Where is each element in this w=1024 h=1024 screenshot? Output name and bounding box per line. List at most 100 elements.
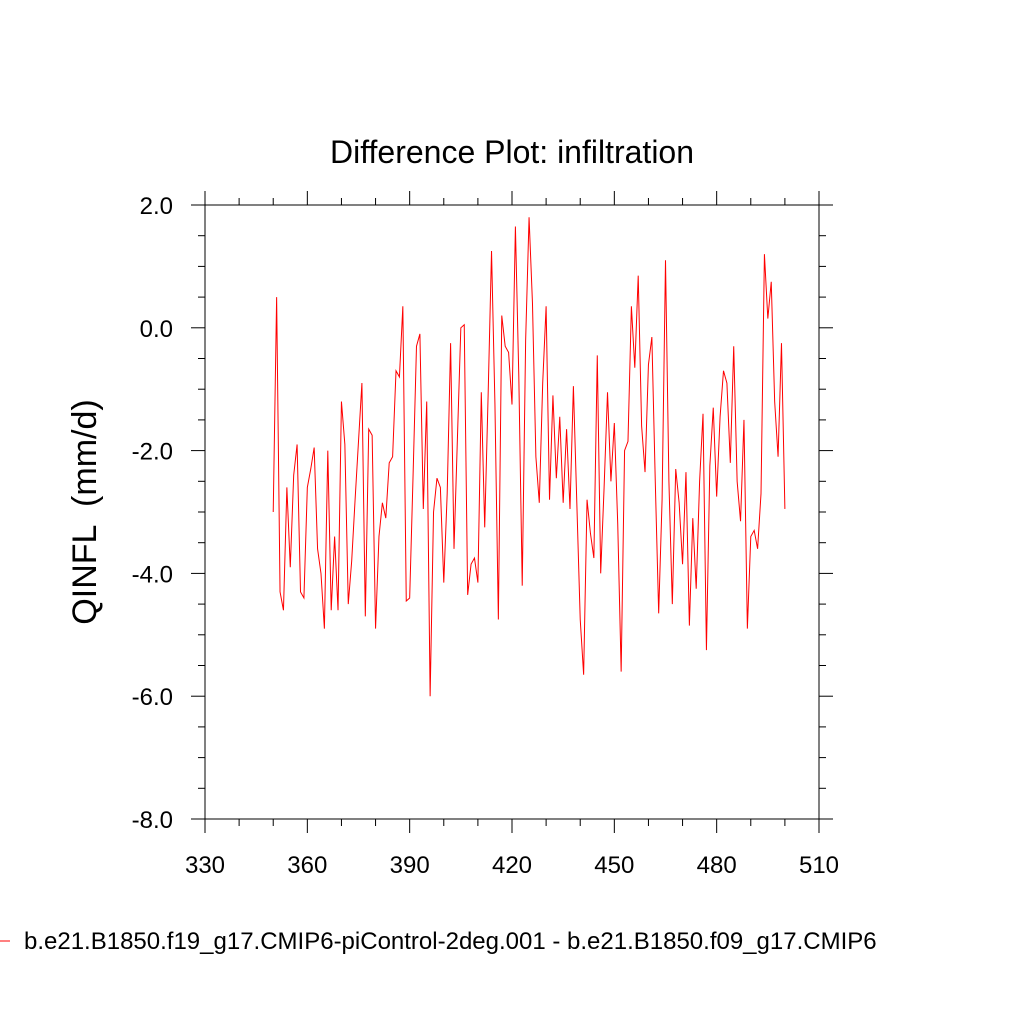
data-point-389 bbox=[406, 601, 407, 602]
data-point-474 bbox=[696, 588, 697, 589]
data-point-469 bbox=[679, 502, 680, 503]
data-point-385 bbox=[392, 456, 393, 457]
data-point-397 bbox=[433, 512, 434, 513]
data-point-471 bbox=[686, 472, 687, 473]
x-tick-label-510: 510 bbox=[799, 852, 839, 879]
y-tick-label-3: -2.0 bbox=[132, 439, 173, 466]
data-point-407 bbox=[467, 594, 468, 595]
y-tick-label-5: 2.0 bbox=[140, 193, 173, 220]
data-point-432 bbox=[553, 395, 554, 396]
data-point-390 bbox=[409, 598, 410, 599]
data-point-454 bbox=[628, 441, 629, 442]
data-point-433 bbox=[556, 478, 557, 479]
data-point-360 bbox=[307, 487, 308, 488]
data-point-368 bbox=[334, 536, 335, 537]
data-series bbox=[272, 217, 786, 697]
data-point-396 bbox=[430, 696, 431, 697]
data-point-499 bbox=[781, 343, 782, 344]
data-point-355 bbox=[290, 567, 291, 568]
data-point-442 bbox=[587, 499, 588, 500]
data-point-350 bbox=[273, 512, 274, 513]
data-point-449 bbox=[611, 481, 612, 482]
data-point-472 bbox=[689, 625, 690, 626]
x-tick-label-390: 390 bbox=[390, 852, 430, 879]
axis-ticks bbox=[191, 191, 833, 833]
data-point-352 bbox=[280, 591, 281, 592]
data-point-427 bbox=[535, 456, 536, 457]
data-point-452 bbox=[621, 671, 622, 672]
data-point-468 bbox=[675, 469, 676, 470]
data-point-371 bbox=[344, 444, 345, 445]
data-point-387 bbox=[399, 377, 400, 378]
data-point-417 bbox=[501, 315, 502, 316]
series-line-0 bbox=[272, 217, 786, 697]
data-point-381 bbox=[379, 536, 380, 537]
x-tick-label-420: 420 bbox=[492, 852, 532, 879]
data-point-488 bbox=[744, 420, 745, 421]
data-point-382 bbox=[382, 502, 383, 503]
data-point-478 bbox=[709, 466, 710, 467]
data-point-464 bbox=[662, 499, 663, 500]
data-point-363 bbox=[317, 548, 318, 549]
data-point-443 bbox=[590, 533, 591, 534]
data-point-375 bbox=[358, 441, 359, 442]
data-point-453 bbox=[624, 450, 625, 451]
data-point-448 bbox=[607, 392, 608, 393]
data-point-462 bbox=[655, 481, 656, 482]
x-tick-label-480: 480 bbox=[697, 852, 737, 879]
data-point-408 bbox=[471, 564, 472, 565]
data-point-495 bbox=[767, 318, 768, 319]
data-point-491 bbox=[754, 530, 755, 531]
data-point-465 bbox=[665, 260, 666, 261]
data-point-438 bbox=[573, 386, 574, 387]
data-point-497 bbox=[774, 401, 775, 402]
data-point-415 bbox=[495, 404, 496, 405]
data-point-486 bbox=[737, 481, 738, 482]
data-point-409 bbox=[474, 558, 475, 559]
data-point-424 bbox=[525, 340, 526, 341]
chart-title: Difference Plot: infiltration bbox=[330, 134, 694, 170]
data-point-414 bbox=[491, 251, 492, 252]
y-tick-label-1: -6.0 bbox=[132, 684, 173, 711]
data-point-423 bbox=[522, 585, 523, 586]
data-point-406 bbox=[464, 324, 465, 325]
data-point-421 bbox=[515, 226, 516, 227]
data-point-379 bbox=[372, 435, 373, 436]
data-point-476 bbox=[703, 413, 704, 414]
data-point-480 bbox=[716, 496, 717, 497]
legend: b.e21.B1850.f19_g17.CMIP6-piControl-2deg… bbox=[0, 928, 877, 955]
data-point-482 bbox=[723, 370, 724, 371]
data-point-489 bbox=[747, 628, 748, 629]
data-point-405 bbox=[460, 327, 461, 328]
data-point-455 bbox=[631, 306, 632, 307]
data-point-354 bbox=[286, 487, 287, 488]
y-tick-label-2: -4.0 bbox=[132, 561, 173, 588]
data-point-399 bbox=[440, 487, 441, 488]
data-point-353 bbox=[283, 610, 284, 611]
data-point-441 bbox=[583, 674, 584, 675]
x-tick-label-450: 450 bbox=[594, 852, 634, 879]
data-point-485 bbox=[733, 346, 734, 347]
data-point-386 bbox=[396, 370, 397, 371]
data-point-490 bbox=[750, 536, 751, 537]
data-point-401 bbox=[447, 493, 448, 494]
data-point-365 bbox=[324, 628, 325, 629]
data-point-380 bbox=[375, 628, 376, 629]
data-point-446 bbox=[600, 573, 601, 574]
data-point-373 bbox=[351, 561, 352, 562]
data-point-473 bbox=[692, 518, 693, 519]
data-point-410 bbox=[477, 582, 478, 583]
data-point-403 bbox=[454, 548, 455, 549]
data-point-369 bbox=[338, 610, 339, 611]
data-point-477 bbox=[706, 650, 707, 651]
data-point-428 bbox=[539, 502, 540, 503]
data-point-377 bbox=[365, 616, 366, 617]
data-point-393 bbox=[420, 334, 421, 335]
data-point-420 bbox=[512, 404, 513, 405]
data-point-430 bbox=[546, 306, 547, 307]
data-point-434 bbox=[559, 416, 560, 417]
data-point-376 bbox=[362, 383, 363, 384]
data-point-435 bbox=[563, 502, 564, 503]
data-point-429 bbox=[542, 383, 543, 384]
data-point-445 bbox=[597, 355, 598, 356]
